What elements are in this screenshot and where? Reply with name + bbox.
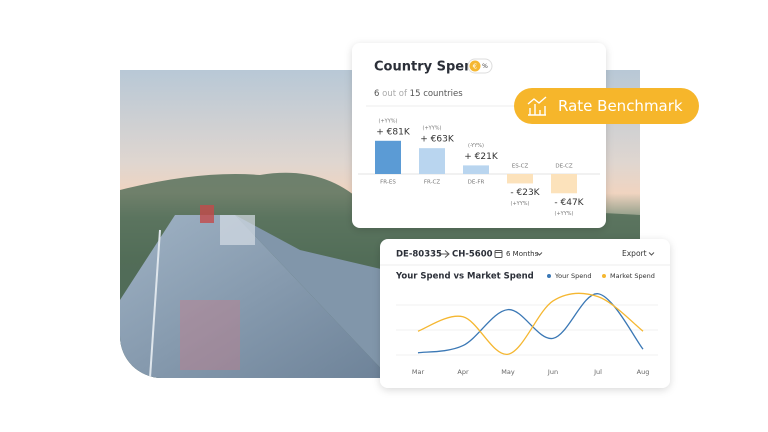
- value-label: + €21K: [464, 152, 499, 162]
- x-tick-label: Jul: [593, 368, 602, 376]
- bar: [463, 165, 489, 174]
- category-label: FR-ES: [380, 180, 396, 186]
- bar: [551, 174, 577, 194]
- destination: CH-5600: [452, 250, 493, 260]
- arrow-icon: [439, 250, 450, 258]
- button-label[interactable]: Rate Benchmark: [558, 97, 683, 115]
- period-select[interactable]: 6 Months: [494, 250, 543, 258]
- route-card: DE-80335 CH-5600 6 Months Export Your Sp…: [380, 239, 670, 388]
- x-tick-label: Mar: [412, 368, 425, 376]
- export[interactable]: Export: [622, 249, 647, 258]
- country-count: 6 out of 15 countries: [374, 89, 463, 99]
- x-tick-label: May: [501, 368, 515, 376]
- value-label: - €23K: [510, 188, 540, 198]
- bar: [507, 174, 533, 184]
- value-label: + €81K: [376, 127, 411, 137]
- category-label: DE-CZ: [555, 164, 573, 170]
- line-series: [417, 293, 644, 354]
- value-note: (+YY%): [555, 211, 574, 217]
- line-series: [417, 292, 644, 355]
- legend-label: Your Spend: [554, 272, 591, 280]
- category-label: ES-CZ: [512, 164, 529, 170]
- period[interactable]: 6 Months: [506, 250, 539, 258]
- x-tick-label: Apr: [457, 368, 469, 376]
- bar: [419, 148, 445, 174]
- category-label: FR-CZ: [424, 180, 441, 186]
- country-spend-card: Country Spend € % 6 out of 15 countries …: [352, 43, 606, 228]
- card-title: Country Spend: [374, 60, 483, 75]
- legend-label: Market Spend: [610, 272, 655, 280]
- value-note: (-YY%): [468, 143, 484, 149]
- chart-title: Your Spend vs Market Spend: [395, 272, 534, 282]
- percent-badge: %: [482, 63, 488, 70]
- value-note: (+YY%): [423, 126, 442, 132]
- value-note: (+YY%): [379, 118, 398, 124]
- value-note: (+YY%): [511, 201, 530, 207]
- export-button[interactable]: Export: [622, 249, 655, 258]
- x-tick-label: Jun: [547, 368, 558, 376]
- bar: [375, 140, 401, 174]
- value-label: + €63K: [420, 135, 455, 145]
- currency-badge: €: [473, 63, 477, 71]
- x-tick-label: Aug: [637, 368, 650, 376]
- origin: DE-80335: [396, 250, 442, 260]
- legend-swatch: [547, 274, 551, 278]
- value-label: - €47K: [554, 198, 584, 208]
- rate-benchmark-button[interactable]: Rate Benchmark: [514, 88, 699, 124]
- plot-background-lines: [396, 304, 658, 356]
- category-label: DE-FR: [468, 180, 485, 186]
- legend-swatch: [602, 274, 606, 278]
